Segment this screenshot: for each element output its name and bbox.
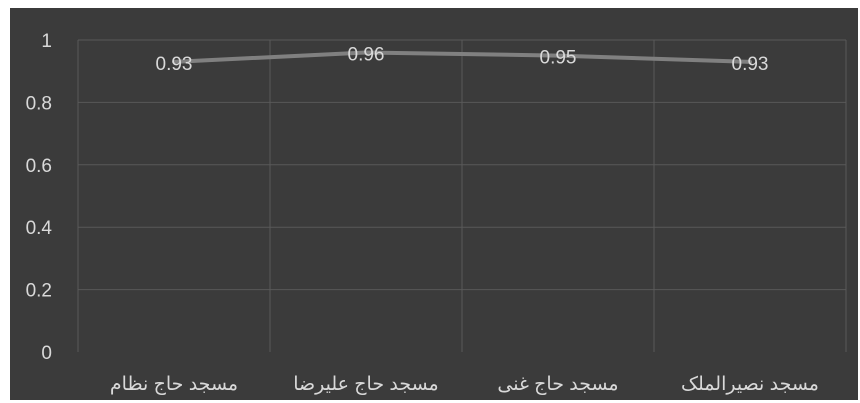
x-tick-label: مسجد حاج علیرضا: [293, 374, 439, 395]
data-labels: 0.93 0.96 0.95 0.93: [156, 44, 769, 74]
x-axis-ticks: مسجد حاج نظام مسجد حاج علیرضا مسجد حاج غنی…: [110, 374, 819, 395]
data-label: 0.93: [156, 54, 193, 75]
chart-background: [10, 8, 858, 400]
y-axis-ticks: 0 0.2 0.4 0.6 0.8 1: [26, 31, 53, 364]
data-label: 0.95: [540, 48, 577, 69]
y-tick-label: 0.4: [26, 218, 53, 239]
gridlines: [77, 39, 847, 352]
y-tick-label: 1: [41, 31, 52, 52]
data-label: 0.93: [732, 54, 769, 75]
series-group: [172, 50, 752, 64]
x-tick-label: مسجد حاج غنی: [497, 374, 618, 395]
x-tick-label: مسجد حاج نظام: [110, 374, 238, 395]
data-label: 0.96: [348, 44, 385, 65]
series-line: [172, 50, 752, 64]
y-tick-label: 0: [41, 343, 52, 364]
x-tick-label: مسجد نصیرالملک: [681, 374, 819, 395]
y-tick-label: 0.6: [26, 156, 52, 177]
y-tick-label: 0.2: [26, 281, 52, 302]
y-tick-label: 0.8: [26, 93, 52, 114]
